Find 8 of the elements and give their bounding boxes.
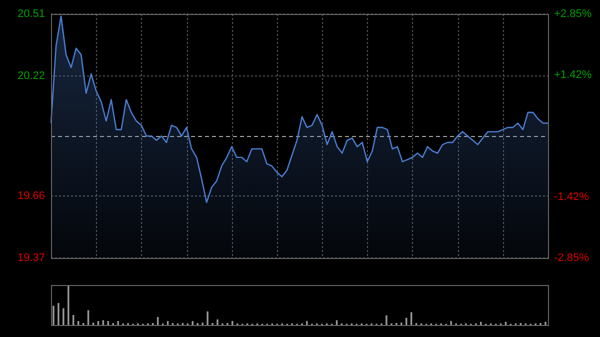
y2-tick-label: -1.42% [554,190,590,203]
y-tick-label: 20.22 [17,70,45,82]
y-tick-label: 20.51 [17,8,45,20]
y2-tick-label: +2.85% [554,8,592,20]
y2-tick-label: -2.85% [554,252,590,264]
y2-tick-label: +1.42% [554,69,592,82]
y-tick-label: 19.66 [17,190,45,202]
y-tick-label: 19.37 [17,252,45,264]
